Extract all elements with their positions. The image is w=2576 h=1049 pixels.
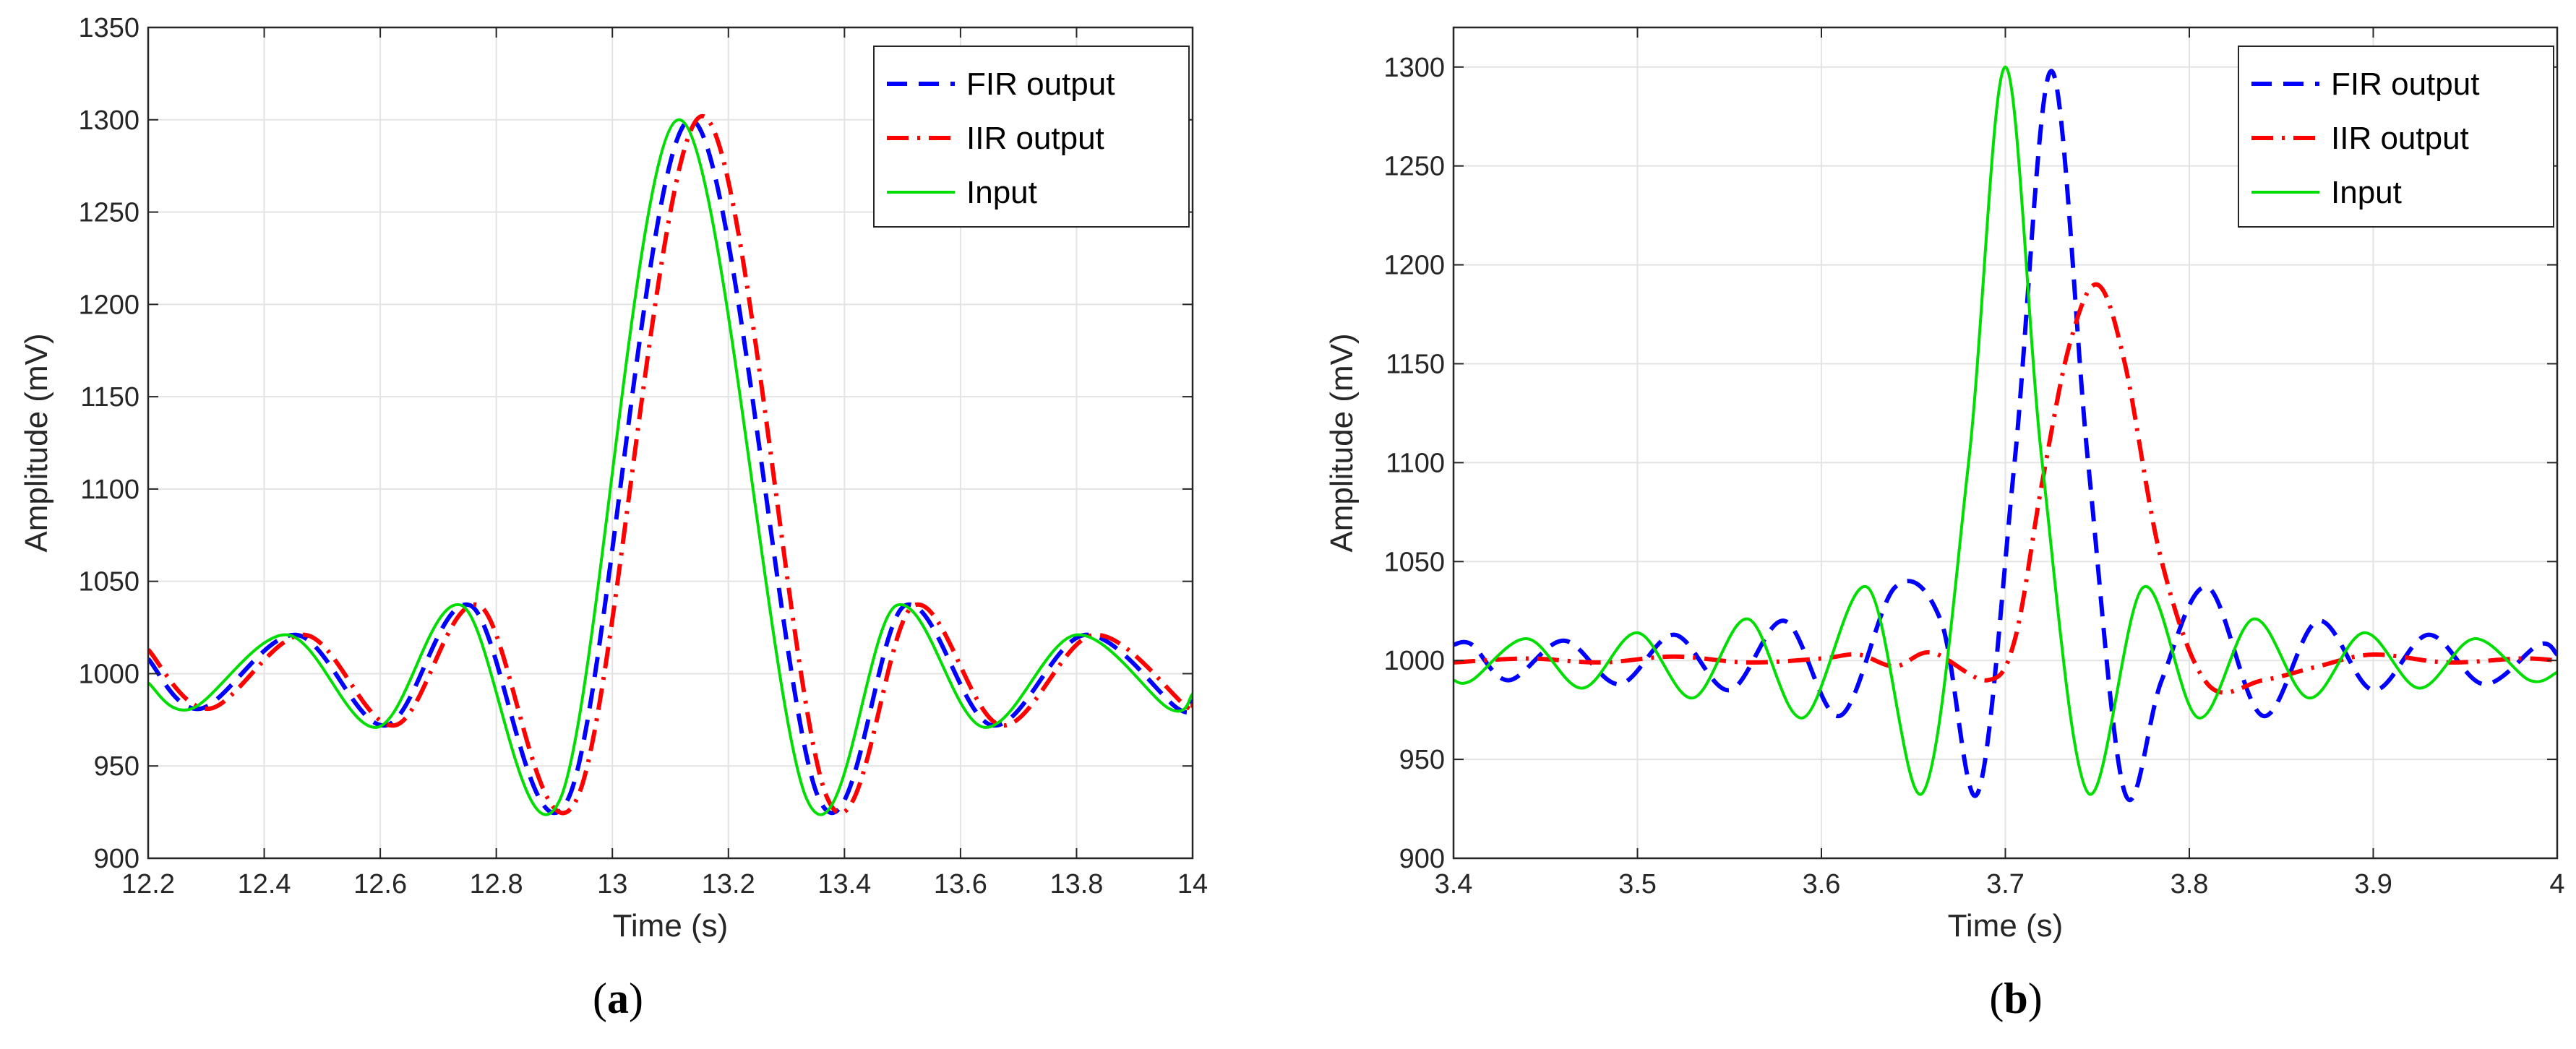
y-tick-label: 900 bbox=[1399, 844, 1445, 874]
series-group bbox=[1454, 65, 2557, 803]
x-tick-label: 3.5 bbox=[1618, 869, 1657, 899]
legend: FIR output IIR output Input bbox=[873, 46, 1190, 228]
x-tick-label: 13 bbox=[597, 869, 627, 899]
y-tick-label: 950 bbox=[1399, 745, 1445, 775]
x-tick-label: 12.2 bbox=[121, 869, 175, 899]
x-axis-label: Time (s) bbox=[613, 908, 729, 944]
x-tick-label: 13.4 bbox=[817, 869, 871, 899]
legend-label: FIR output bbox=[2331, 66, 2479, 102]
y-tick-label: 1200 bbox=[78, 290, 139, 320]
y-tick-label: 1150 bbox=[80, 382, 139, 413]
panel-label: (a) bbox=[593, 975, 643, 1022]
legend-label: IIR output bbox=[2331, 121, 2469, 156]
series-group bbox=[148, 113, 1193, 816]
y-axis-label: Amplitude (mV) bbox=[1324, 333, 1360, 552]
x-tick-label: 13.6 bbox=[934, 869, 987, 899]
x-tick-label: 12.6 bbox=[353, 869, 407, 899]
chart-panel-a: 12.2 12.4 12.6 12.8 13 13.2 13.4 13.6 13.8 14 900 9… bbox=[19, 13, 1208, 1022]
y-tick-label: 1250 bbox=[1383, 152, 1445, 182]
x-tick-label: 12.4 bbox=[238, 869, 291, 899]
chart-panel-b: 3.4 3.5 3.6 3.7 3.8 3.9 4 900 950 1000 1050 1100 115… bbox=[1324, 26, 2565, 1022]
y-tick-label: 1000 bbox=[78, 659, 139, 689]
x-tick-label: 3.8 bbox=[2171, 869, 2209, 899]
x-tick-label: 3.7 bbox=[1986, 869, 2025, 899]
series-line-fir-output bbox=[148, 117, 1193, 816]
series-line-iir-output bbox=[1454, 282, 2557, 695]
y-tick-label: 1150 bbox=[1386, 349, 1445, 379]
x-tick-label: 13.2 bbox=[702, 869, 755, 899]
y-tick-label: 1100 bbox=[80, 475, 139, 505]
series-line-fir-output bbox=[1454, 69, 2557, 803]
legend-label: Input bbox=[966, 175, 1037, 210]
legend-label: FIR output bbox=[966, 66, 1115, 102]
x-axis-label: Time (s) bbox=[1948, 908, 2064, 944]
y-tick-label: 1000 bbox=[1383, 646, 1445, 676]
y-tick-label: 1050 bbox=[78, 567, 139, 597]
y-axis-label: Amplitude (mV) bbox=[19, 333, 54, 552]
x-tick-label: 3.9 bbox=[2354, 869, 2392, 899]
panel-label: (b) bbox=[1989, 975, 2042, 1022]
x-tick-label: 12.8 bbox=[470, 869, 523, 899]
legend: FIR output IIR output Input bbox=[2238, 46, 2554, 228]
series-line-input bbox=[148, 118, 1193, 816]
y-tick-label: 900 bbox=[94, 844, 139, 874]
y-tick-label: 1100 bbox=[1386, 448, 1445, 478]
y-tick-label: 1300 bbox=[78, 105, 139, 136]
y-tick-label: 1200 bbox=[1383, 251, 1445, 281]
series-line-input bbox=[1454, 65, 2557, 796]
y-tick-label: 1050 bbox=[1383, 547, 1445, 577]
y-tick-label: 950 bbox=[94, 751, 139, 782]
y-tick-label: 1350 bbox=[78, 13, 139, 43]
x-tick-label: 14 bbox=[1177, 869, 1208, 899]
x-tick-label: 3.4 bbox=[1435, 869, 1473, 899]
legend-label: IIR output bbox=[966, 121, 1104, 156]
legend-box bbox=[2238, 46, 2554, 228]
x-tick-label: 13.8 bbox=[1049, 869, 1103, 899]
y-tick-label: 1300 bbox=[1383, 53, 1445, 83]
legend-label: Input bbox=[2331, 175, 2402, 210]
series-line-iir-output bbox=[148, 113, 1193, 816]
x-tick-label: 3.6 bbox=[1803, 869, 1841, 899]
y-tick-label: 1250 bbox=[78, 198, 139, 228]
axes-box bbox=[147, 26, 1194, 860]
x-tick-label: 4 bbox=[2549, 869, 2564, 899]
legend-box bbox=[873, 46, 1190, 228]
